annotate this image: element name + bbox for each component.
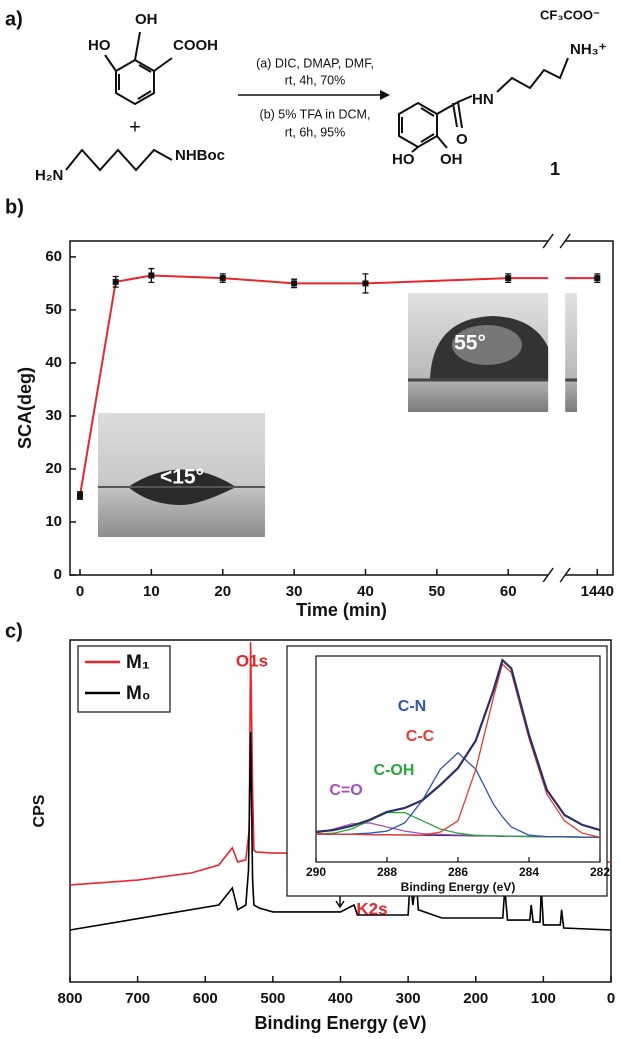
photo-angle-label: 55°	[454, 332, 486, 355]
y-tick-label: 40	[45, 354, 62, 371]
x-tick-label: 600	[193, 990, 218, 1007]
axis-break-mark	[559, 233, 571, 249]
peak-label: K2s	[356, 899, 387, 918]
y-tick-label: 20	[45, 460, 62, 477]
x-tick-label: 50	[429, 583, 446, 600]
photo-angle-label: <15°	[160, 466, 204, 489]
data-point	[362, 280, 369, 287]
alkyl-chain	[65, 148, 173, 172]
condition: (b) 5% TFA in DCM,	[260, 107, 371, 121]
component-label: C=O	[329, 782, 362, 799]
fit-curve	[316, 751, 601, 838]
x-tick-label: 30	[286, 583, 303, 600]
y-tick-label: 0	[54, 566, 62, 583]
data-point	[594, 275, 601, 282]
axis-break-mark	[559, 567, 571, 583]
data-point	[76, 492, 83, 499]
x-axis-title: Binding Energy (eV)	[254, 1013, 426, 1033]
y-tick-label: 50	[45, 301, 62, 318]
x-tick-label: 288	[377, 865, 397, 879]
component-label: C-C	[406, 728, 435, 745]
panel-label: a)	[5, 8, 23, 30]
group-label: COOH	[173, 37, 218, 54]
x-tick-label: 0	[607, 990, 615, 1007]
group-label: HO	[88, 37, 111, 54]
legend-label: M₁	[126, 652, 150, 673]
spectrum	[69, 731, 612, 931]
x-tick-label: 284	[519, 865, 539, 879]
group-label: NHBoc	[175, 147, 225, 164]
plus: +	[129, 116, 141, 138]
counterion: CF₃COO⁻	[540, 7, 600, 22]
bonds	[104, 31, 173, 72]
inset-box	[286, 645, 608, 897]
component-label: C-N	[398, 698, 426, 715]
benzene-ring	[398, 101, 438, 149]
axis-break-mark	[542, 233, 554, 249]
data-point	[112, 278, 119, 285]
y-tick-label: 10	[45, 513, 62, 530]
x-tick-label: 800	[57, 990, 82, 1007]
group-label: OH	[440, 151, 463, 168]
x-tick-label: 0	[76, 583, 84, 600]
x-tick-label: 300	[396, 990, 421, 1007]
x-tick-label: 290	[306, 865, 326, 879]
x-tick-label: 400	[328, 990, 353, 1007]
condition: (a) DIC, DMAP, DMF,	[256, 56, 374, 70]
x-tick-label: 40	[357, 583, 374, 600]
data-point	[291, 280, 298, 287]
bonds	[411, 95, 473, 153]
peak-label: O1s	[236, 651, 268, 670]
x-tick-label: 60	[500, 583, 517, 600]
y-tick-label: 60	[45, 248, 62, 265]
x-axis-title: Time (min)	[296, 600, 387, 620]
group-label: HO	[392, 151, 415, 168]
data-point	[219, 275, 226, 282]
group-label: OH	[135, 11, 158, 28]
axis-break	[548, 235, 566, 581]
x-tick-label: 282	[590, 865, 610, 879]
compound-number: 1	[550, 159, 560, 179]
alkyl-chain	[496, 57, 569, 93]
group-label: NH₃⁺	[570, 41, 607, 58]
arrow-head	[380, 90, 390, 100]
x-tick-label: 286	[448, 865, 468, 879]
x-axis-title: Binding Energy (eV)	[401, 880, 516, 894]
group-label: O	[456, 131, 468, 148]
legend-label: M₀	[126, 683, 150, 704]
panel-label: c)	[5, 620, 23, 642]
y-tick-label: 30	[45, 407, 62, 424]
condition: rt, 4h, 70%	[285, 73, 345, 87]
axis-break-mark	[542, 567, 554, 583]
x-tick-label: 100	[531, 990, 556, 1007]
plot-frame	[69, 240, 614, 576]
data-point	[505, 275, 512, 282]
fit-curve	[315, 662, 601, 838]
x-tick-label: 10	[143, 583, 160, 600]
component-label: C-OH	[374, 762, 415, 779]
x-tick-label: 200	[463, 990, 488, 1007]
y-axis-title: SCA(deg)	[15, 367, 35, 449]
condition: rt, 6h, 95%	[285, 125, 345, 139]
reaction-scheme: a) HO OH COOH + H₂N NHBoc (a) DIC, DMAP,…	[5, 7, 607, 184]
x-tick-label: 1440	[581, 583, 614, 600]
x-tick-label: 700	[125, 990, 150, 1007]
group-label: HN	[472, 91, 494, 108]
droplet-photo	[98, 413, 265, 537]
group-label: H₂N	[35, 167, 63, 184]
benzene-ring	[115, 58, 155, 106]
data-point	[148, 272, 155, 279]
fit-curve	[315, 658, 601, 833]
panel-label: b)	[5, 196, 24, 218]
x-tick-label: 500	[260, 990, 285, 1007]
x-tick-label: 20	[214, 583, 231, 600]
data-line	[79, 274, 598, 496]
y-axis-title: CPS	[31, 794, 48, 827]
legend-box	[77, 645, 171, 713]
